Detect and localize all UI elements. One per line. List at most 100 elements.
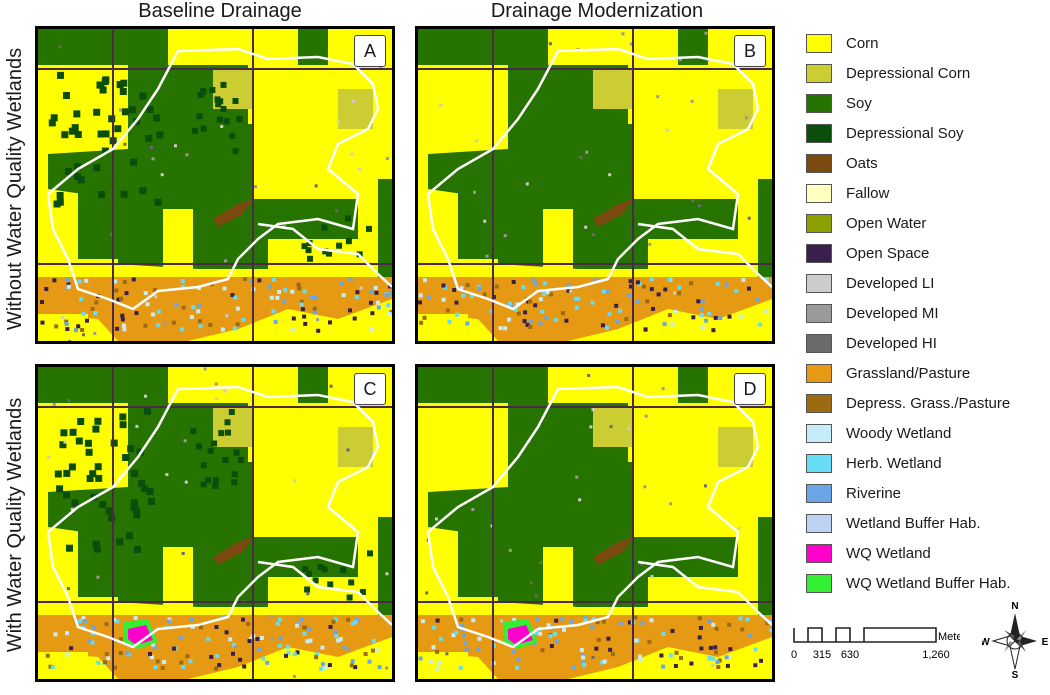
depressional-soy [233,449,240,456]
wetland-patch [339,282,344,286]
wetland-patch [104,622,109,627]
wetland-patch [249,636,253,641]
developed-patch [539,561,543,564]
depressional-soy [321,566,328,573]
wetland-patch [376,300,380,305]
legend-item-open-water: Open Water [806,210,926,236]
column-title-baseline: Baseline Drainage [138,0,302,22]
wetland-patch [423,278,427,283]
wetland-patch [455,312,460,317]
depressional-soy [130,158,138,166]
depressional-soy [145,134,153,142]
wetland-patch [235,306,240,311]
wetland-patch [314,655,319,660]
wetland-patch [265,660,270,665]
wetland-patch [534,282,539,287]
wetland-patch [96,660,101,665]
wetland-patch [185,654,190,659]
wetland-patch [618,308,623,313]
wetland-patch [748,633,753,638]
developed-patch [135,424,139,428]
developed-patch [650,575,654,579]
wetland-patch [269,295,274,300]
developed-patch [151,157,155,161]
depressional-soy [98,191,106,199]
depressional-corn [718,89,753,129]
legend-swatch [806,423,832,443]
wetland-patch [511,649,516,654]
wetland-patch [214,666,219,671]
wetland-patch [628,284,633,289]
wetland-patch [431,625,436,630]
corn-field [633,462,738,537]
wetland-patch [700,325,705,330]
compass-rose-icon: N S W E [982,601,1048,680]
wetland-patch [209,654,214,659]
wetland-patch [53,632,58,637]
wetland-patch [191,305,196,309]
legend-label: Corn [846,34,879,52]
developed-patch [439,103,443,107]
compass-w: W [982,637,990,648]
wetland-patch [119,296,123,301]
wetland-patch [151,642,155,647]
depressional-soy [345,238,352,245]
wetland-patch [711,328,716,333]
depressional-soy [200,89,207,95]
wetland-patch [727,314,732,319]
wetland-patch [707,655,712,660]
wetland-patch [608,647,613,652]
wetland-patch [516,311,521,316]
wetland-patch [445,308,450,313]
depressional-soy [146,488,154,496]
depressional-soy [224,419,231,426]
wetland-patch [528,325,533,329]
wetland-patch [384,293,389,298]
oats-field [213,537,253,565]
developed-patch [154,295,158,299]
corn-field [308,319,392,341]
wetland-patch [90,640,95,645]
legend-swatch [806,573,832,593]
scale-tick-label: 630 [841,649,859,661]
depressional-soy [93,108,101,116]
depressional-soy [195,443,202,450]
wetland-patch [667,313,672,318]
developed-patch [589,425,593,429]
legend-label: Open Water [846,214,927,232]
legend-item-developed-mi: Developed MI [806,300,939,326]
wetland-patch [645,299,650,304]
depressional-soy [301,243,308,250]
depressional-soy [340,566,347,573]
wetland-patch [338,637,343,642]
wetland-patch [122,327,127,332]
depressional-soy [232,148,239,155]
wetland-patch [601,289,606,294]
wetland-patch [513,307,518,312]
wetland-patch [65,652,70,657]
wetland-patch [640,620,645,625]
wetland-patch [328,624,333,629]
wetland-patch [512,617,517,622]
wetland-patch [635,280,640,285]
depressional-soy [200,462,207,469]
wetland-patch [296,282,301,287]
wetland-patch [302,314,307,319]
depressional-soy [60,429,68,437]
developed-patch [500,619,504,623]
soy-field [758,517,772,627]
wetland-patch [300,307,305,312]
wetland-patch [371,638,376,643]
legend-item-depressional-soy: Depressional Soy [806,120,964,146]
depressional-soy [190,428,197,435]
developed-patch [711,663,715,667]
wetland-patch [549,644,554,649]
wetland-patch [348,308,352,313]
wetland-patch [238,657,243,662]
wetland-patch [477,286,482,291]
compass-point [1004,630,1015,639]
depressional-soy [54,470,62,478]
map-panel-b: B [415,26,775,344]
wetland-patch [69,646,74,651]
wetland-patch [172,646,177,651]
